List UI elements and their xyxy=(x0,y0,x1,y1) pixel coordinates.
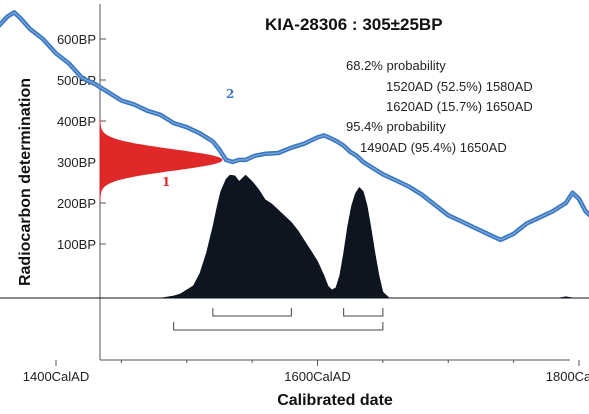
x-tick-label: 1600CalAD xyxy=(284,369,351,384)
x-tick-label: 1800CalAD xyxy=(546,369,589,384)
y-tick-label: 300BP xyxy=(57,155,96,170)
info-line-4: 95.4% probability xyxy=(346,119,446,134)
info-line-2: 1520AD (52.5%) 1580AD xyxy=(386,79,533,94)
info-line-1: 68.2% probability xyxy=(346,58,446,73)
y-tick-label: 100BP xyxy=(57,237,96,252)
x-axis-title: Calibrated date xyxy=(277,392,393,409)
calibrated-distribution-marker: 3 xyxy=(236,239,244,253)
info-line-5: 1490AD (95.4%) 1650AD xyxy=(360,140,507,155)
chart-title: KIA-28306 : 305±25BP xyxy=(265,15,443,34)
calibration-curve-marker: 2 xyxy=(226,87,234,101)
x-tick-label: 1400CalAD xyxy=(23,369,90,384)
measured-distribution-marker: 1 xyxy=(162,175,170,189)
y-tick-label: 400BP xyxy=(57,114,96,129)
y-tick-label: 600BP xyxy=(57,32,96,47)
y-tick-label: 200BP xyxy=(57,196,96,211)
y-axis-title: Radiocarbon determination xyxy=(17,78,34,286)
info-line-3: 1620AD (15.7%) 1650AD xyxy=(386,99,533,114)
